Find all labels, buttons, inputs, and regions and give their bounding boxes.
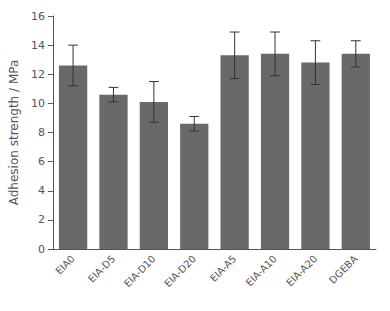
svg-text:16: 16 — [31, 10, 45, 23]
svg-text:EIA-A5: EIA-A5 — [208, 253, 239, 284]
svg-text:EIA-D20: EIA-D20 — [162, 253, 198, 289]
svg-text:DGEBA: DGEBA — [327, 253, 360, 286]
svg-text:8: 8 — [38, 126, 45, 139]
svg-text:0: 0 — [38, 243, 45, 256]
svg-text:EIA-D5: EIA-D5 — [86, 253, 117, 284]
svg-text:4: 4 — [38, 184, 45, 197]
svg-text:12: 12 — [31, 68, 45, 81]
svg-text:Adhesion strength / MPa: Adhesion strength / MPa — [7, 60, 21, 206]
svg-text:EIA-D10: EIA-D10 — [122, 253, 158, 289]
svg-text:14: 14 — [31, 39, 45, 52]
svg-text:6: 6 — [38, 155, 45, 168]
svg-text:EIA-A10: EIA-A10 — [244, 253, 279, 288]
svg-text:EIA0: EIA0 — [53, 253, 77, 277]
svg-text:EIA-A20: EIA-A20 — [284, 253, 319, 288]
svg-text:10: 10 — [31, 97, 45, 110]
svg-text:2: 2 — [38, 213, 45, 226]
